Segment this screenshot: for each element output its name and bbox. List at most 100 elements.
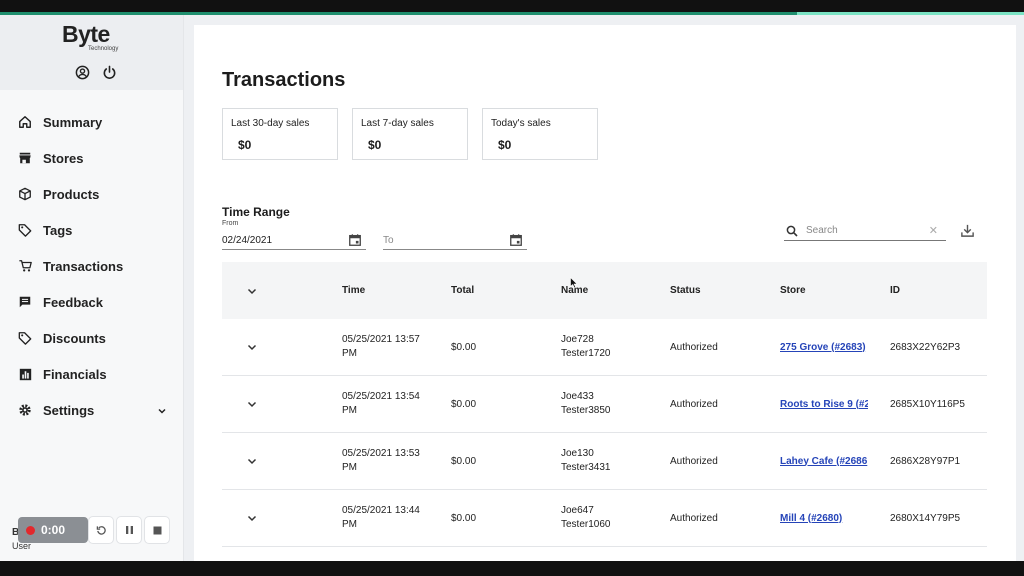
- app-window: Byte Technology Summary Stores: [0, 15, 1024, 561]
- cell-time: 05/25/2021 13:44 PM: [342, 504, 451, 532]
- cell-status: Authorized: [670, 512, 718, 524]
- row-expand-toggle[interactable]: [222, 512, 342, 524]
- cell-time: 05/25/2021 13:57 PM: [342, 333, 451, 361]
- sales-card-30-day: Last 30-day sales $0: [222, 108, 338, 160]
- sales-card-value: $0: [238, 138, 252, 152]
- window-bottom-bar: [0, 561, 1024, 576]
- sidebar-item-tags[interactable]: Tags: [0, 212, 183, 248]
- store-link[interactable]: 275 Grove (#2683): [780, 341, 866, 353]
- tag-icon: [17, 222, 33, 238]
- to-date-placeholder: To: [383, 235, 394, 246]
- pause-icon[interactable]: [116, 516, 142, 544]
- cell-id: 2686X28Y97P1: [890, 455, 961, 467]
- chevron-down-icon: [247, 344, 257, 351]
- sidebar-item-financials[interactable]: Financials: [0, 356, 183, 392]
- time-range-title: Time Range: [222, 205, 290, 219]
- cell-status: Authorized: [670, 455, 718, 467]
- expand-all-toggle[interactable]: [222, 285, 342, 297]
- calendar-icon[interactable]: [509, 233, 523, 250]
- column-header-time[interactable]: Time: [342, 284, 366, 296]
- cell-total: $0.00: [451, 512, 477, 524]
- store-link[interactable]: Roots to Rise 9 (#2: [780, 398, 868, 410]
- sidebar-header: Byte Technology: [0, 15, 183, 90]
- sidebar-item-discounts[interactable]: Discounts: [0, 320, 183, 356]
- to-date-field[interactable]: To: [383, 232, 527, 250]
- sidebar-item-transactions[interactable]: Transactions: [0, 248, 183, 284]
- table-row[interactable]: 05/25/2021 13:53 PM $0.00 Joe130 Tester343…: [222, 433, 987, 490]
- column-header-name[interactable]: Name: [561, 284, 589, 296]
- recording-timer: 0:00: [18, 517, 88, 543]
- column-header-total[interactable]: Total: [451, 285, 475, 296]
- cell-time-ampm: PM: [342, 405, 357, 416]
- column-header-status[interactable]: Status: [670, 285, 701, 296]
- calendar-icon[interactable]: [348, 233, 362, 250]
- restart-icon[interactable]: [88, 516, 114, 544]
- cell-store: Lahey Cafe (#2686: [780, 456, 890, 467]
- cell-store: Mill 4 (#2680): [780, 513, 890, 524]
- bar-chart-icon: [17, 366, 33, 382]
- cell-time-ampm: PM: [342, 348, 357, 359]
- cell-name: Joe647 Tester1060: [561, 504, 670, 532]
- cell-name: Joe130 Tester3431: [561, 447, 670, 475]
- cell-name-first: Joe130: [561, 448, 594, 459]
- transactions-table: Time Total Name Status Store ID 05/25/20…: [222, 262, 987, 547]
- home-icon: [17, 114, 33, 130]
- sales-card-value: $0: [498, 138, 512, 152]
- row-expand-toggle[interactable]: [222, 455, 342, 467]
- header-icons: [74, 64, 118, 81]
- sidebar-item-products[interactable]: Products: [0, 176, 183, 212]
- cell-total: $0.00: [451, 398, 477, 410]
- search-input[interactable]: Search ✕: [784, 221, 946, 241]
- chevron-down-icon: [247, 288, 257, 294]
- box-icon: [17, 186, 33, 202]
- column-header-id[interactable]: ID: [890, 285, 900, 296]
- clear-search-icon[interactable]: ✕: [928, 225, 938, 237]
- sidebar-item-summary[interactable]: Summary: [0, 104, 183, 140]
- cell-name-first: Joe433: [561, 391, 594, 402]
- brand-logo[interactable]: Byte Technology: [62, 21, 118, 52]
- column-header-store[interactable]: Store: [780, 285, 806, 296]
- cell-name-last: Tester3850: [561, 405, 611, 416]
- cell-store: 275 Grove (#2683): [780, 342, 890, 353]
- table-row[interactable]: 05/25/2021 13:44 PM $0.00 Joe647 Tester106…: [222, 490, 987, 547]
- stop-icon[interactable]: [144, 516, 170, 544]
- sidebar-item-stores[interactable]: Stores: [0, 140, 183, 176]
- cell-total: $0.00: [451, 455, 477, 467]
- cell-id: 2680X14Y79P5: [890, 512, 961, 524]
- sales-summary-cards: Last 30-day sales $0 Last 7-day sales $0…: [222, 108, 598, 160]
- recorder-controls: [88, 516, 170, 544]
- chevron-down-icon[interactable]: [157, 404, 167, 419]
- table-header: Time Total Name Status Store ID: [222, 262, 987, 319]
- sidebar-item-feedback[interactable]: Feedback: [0, 284, 183, 320]
- table-row[interactable]: 05/25/2021 13:57 PM $0.00 Joe728 Tester172…: [222, 319, 987, 376]
- store-link[interactable]: Mill 4 (#2680): [780, 512, 843, 524]
- sidebar-item-settings[interactable]: Settings: [0, 392, 183, 428]
- cell-name-last: Tester3431: [561, 462, 611, 473]
- store-link[interactable]: Lahey Cafe (#2686: [780, 455, 868, 467]
- message-icon: [17, 294, 33, 310]
- row-expand-toggle[interactable]: [222, 398, 342, 410]
- cell-time-date: 05/25/2021 13:57: [342, 334, 420, 345]
- sidebar: Byte Technology Summary Stores: [0, 15, 184, 561]
- page-title: Transactions: [222, 69, 346, 91]
- window-top-bar: [0, 0, 1024, 15]
- cart-icon: [17, 258, 33, 274]
- row-expand-toggle[interactable]: [222, 341, 342, 353]
- sidebar-item-label: Summary: [43, 114, 103, 130]
- brand-name: Byte: [62, 21, 110, 47]
- account-icon[interactable]: [74, 64, 91, 81]
- sidebar-item-label: Tags: [43, 222, 73, 238]
- cell-name-first: Joe647: [561, 505, 594, 516]
- cell-time: 05/25/2021 13:53 PM: [342, 447, 451, 475]
- from-label: From: [222, 220, 239, 227]
- cell-status: Authorized: [670, 398, 718, 410]
- sidebar-item-label: Feedback: [43, 294, 103, 310]
- screen-recorder-widget: 0:00: [8, 515, 176, 547]
- cell-store: Roots to Rise 9 (#2: [780, 399, 890, 410]
- from-date-field[interactable]: 02/24/2021: [222, 232, 366, 250]
- cell-time-date: 05/25/2021 13:44: [342, 505, 420, 516]
- power-icon[interactable]: [101, 64, 118, 81]
- discount-tag-icon: [17, 330, 33, 346]
- download-icon[interactable]: [958, 221, 976, 239]
- table-row[interactable]: 05/25/2021 13:54 PM $0.00 Joe433 Tester385…: [222, 376, 987, 433]
